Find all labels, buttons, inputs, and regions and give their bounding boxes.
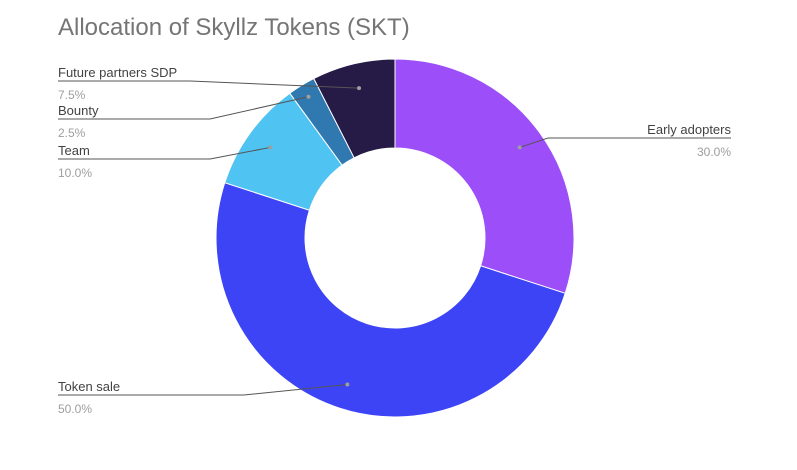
chart-title: Allocation of Skyllz Tokens (SKT)	[58, 14, 410, 41]
slice-early-adopters	[394, 58, 575, 294]
slice-percent-future-partners-sdp: 7.5%	[58, 88, 86, 102]
slices-layer	[215, 58, 575, 418]
leaders-layer	[58, 80, 731, 396]
slice-label-early-adopters: Early adopters	[647, 122, 731, 137]
slice-token-sale	[215, 182, 566, 418]
leader-dot-early-adopters	[517, 145, 522, 150]
leader-dot-token-sale	[345, 382, 350, 387]
slice-future-partners-sdp	[313, 58, 396, 159]
slice-percent-early-adopters: 30.0%	[697, 145, 731, 159]
slice-label-future-partners-sdp: Future partners SDP	[58, 65, 177, 80]
leader-line-future-partners-sdp	[58, 80, 360, 89]
slice-label-bounty: Bounty	[58, 103, 99, 118]
leader-dot-team	[268, 145, 273, 150]
slice-label-token-sale: Token sale	[58, 379, 120, 394]
slice-percent-team: 10.0%	[58, 166, 92, 180]
slice-label-team: Team	[58, 143, 90, 158]
slice-percent-token-sale: 50.0%	[58, 402, 92, 416]
slice-percent-bounty: 2.5%	[58, 126, 86, 140]
labels-layer: Early adopters 30.0% Token sale 50.0% Team 10…	[58, 65, 731, 416]
leader-dot-future-partners-sdp	[357, 86, 362, 91]
leader-line-token-sale	[58, 384, 348, 396]
leader-dot-bounty	[306, 94, 311, 99]
leader-line-bounty	[58, 96, 309, 120]
leader-line-team	[58, 146, 271, 160]
leader-line-early-adopters	[519, 137, 731, 148]
